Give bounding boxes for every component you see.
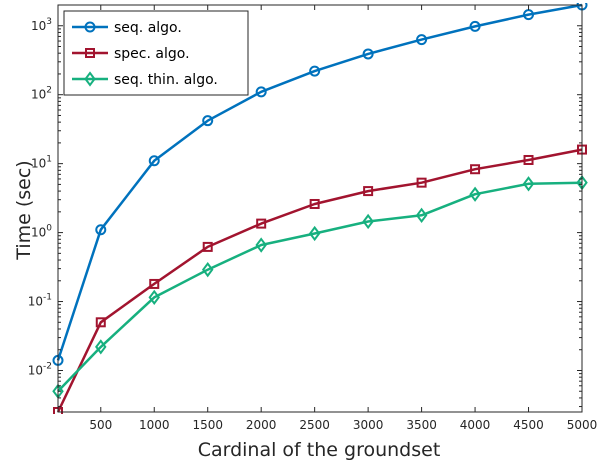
series-1 xyxy=(52,3,588,366)
data-point xyxy=(523,9,535,21)
data-point xyxy=(148,289,160,306)
data-point xyxy=(308,225,321,242)
data-point xyxy=(255,237,267,253)
x-tick-label: 2000 xyxy=(246,418,277,432)
x-tick-label: 500 xyxy=(89,418,112,432)
data-point xyxy=(309,65,321,77)
data-point xyxy=(148,155,160,167)
x-tick-label: 4500 xyxy=(513,418,544,432)
data-point xyxy=(415,207,428,223)
data-point xyxy=(469,186,481,202)
axes-frame xyxy=(57,4,583,413)
x-tick-label: 4000 xyxy=(460,418,491,432)
series-line xyxy=(57,181,583,393)
data-point xyxy=(416,177,427,188)
x-tick-label: 5000 xyxy=(567,418,598,432)
data-point xyxy=(416,34,428,46)
x-tick-label: 1500 xyxy=(192,418,223,432)
legend-swatch-marker xyxy=(84,21,96,33)
data-point xyxy=(255,86,267,98)
legend-swatch-marker xyxy=(85,48,95,58)
legend-label: seq. thin. algo. xyxy=(114,72,218,88)
x-axis-title: Cardinal of the groundset xyxy=(198,439,441,460)
data-point xyxy=(95,339,107,355)
data-point xyxy=(95,317,106,328)
legend: seq. algo. spec. algo. seq. thin. algo. xyxy=(63,10,249,96)
series-3 xyxy=(52,174,588,399)
data-point xyxy=(149,278,160,289)
legend-label: seq. algo. xyxy=(114,20,182,36)
data-point xyxy=(309,198,320,209)
data-point xyxy=(256,218,267,229)
data-point xyxy=(201,261,214,278)
x-tick-label: 2500 xyxy=(299,418,330,432)
data-point xyxy=(362,48,374,60)
data-point xyxy=(523,154,534,165)
data-point xyxy=(202,115,214,127)
x-tick-label: 1000 xyxy=(139,418,170,432)
legend-label: spec. algo. xyxy=(114,46,190,62)
data-point xyxy=(95,224,107,236)
data-point xyxy=(362,213,374,230)
series-line xyxy=(56,3,583,361)
legend-swatch-marker xyxy=(84,71,96,87)
data-point xyxy=(470,164,481,175)
data-point xyxy=(469,20,481,32)
data-point xyxy=(522,176,535,192)
data-point xyxy=(202,241,213,252)
x-tick-label: 3000 xyxy=(353,418,384,432)
series-line xyxy=(56,148,583,413)
data-point xyxy=(363,186,374,197)
y-axis-title: Time (sec) xyxy=(13,160,35,260)
x-tick-label: 3500 xyxy=(406,418,437,432)
